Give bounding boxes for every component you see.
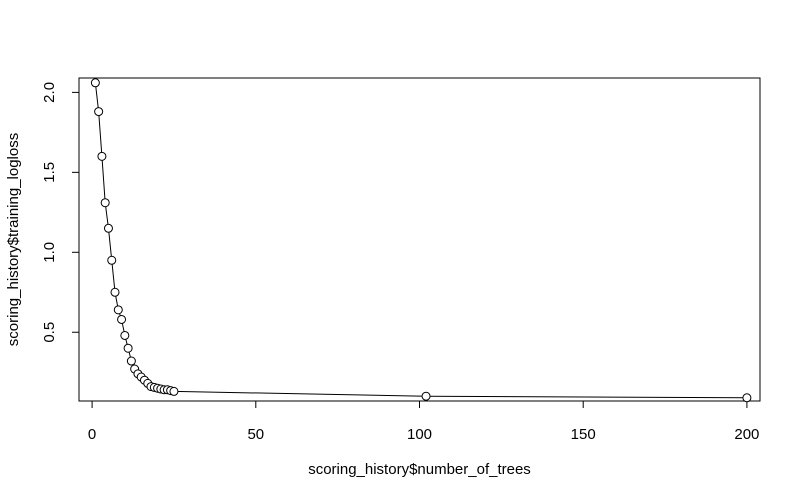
data-point bbox=[742, 393, 752, 403]
data-point bbox=[421, 391, 431, 401]
data-point bbox=[120, 330, 130, 340]
x-tick-label: 0 bbox=[88, 426, 96, 443]
data-point bbox=[110, 287, 120, 297]
y-axis-label: scoring_history$training_logloss bbox=[5, 133, 22, 346]
x-tick-label: 200 bbox=[734, 426, 759, 443]
data-point bbox=[90, 78, 100, 88]
data-point bbox=[103, 223, 113, 233]
data-point bbox=[113, 305, 123, 315]
data-point bbox=[169, 386, 179, 396]
y-tick-label: 0.5 bbox=[41, 322, 58, 343]
series-line bbox=[94, 82, 747, 399]
y-tick-label: 1.0 bbox=[41, 242, 58, 263]
data-point bbox=[97, 151, 107, 161]
y-tick-label: 2.0 bbox=[41, 82, 58, 103]
x-axis: 0 50 100 150 200 bbox=[88, 400, 759, 443]
y-axis: 0.5 1.0 1.5 2.0 bbox=[41, 82, 80, 343]
x-tick-label: 50 bbox=[247, 426, 264, 443]
data-point bbox=[126, 356, 136, 366]
data-point bbox=[94, 107, 104, 117]
series bbox=[90, 78, 752, 403]
plot-frame bbox=[78, 77, 761, 402]
x-axis-label: scoring_history$number_of_trees bbox=[308, 461, 531, 478]
data-point bbox=[107, 255, 117, 265]
x-tick-label: 100 bbox=[407, 426, 432, 443]
x-tick-label: 150 bbox=[571, 426, 596, 443]
data-point bbox=[117, 314, 127, 324]
y-tick-label: 1.5 bbox=[41, 162, 58, 183]
series-layer bbox=[90, 78, 752, 403]
data-point bbox=[123, 343, 133, 353]
data-point bbox=[100, 198, 110, 208]
